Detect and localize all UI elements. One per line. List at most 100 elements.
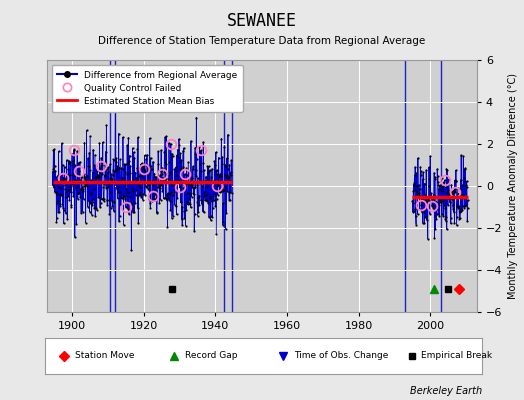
- Point: [443, 190, 452, 196]
- Point: [90, 205, 99, 211]
- Point: [135, 167, 143, 173]
- Point: [196, 177, 205, 184]
- Point: [438, 210, 446, 217]
- Point: [63, 172, 71, 178]
- Point: [451, 177, 459, 184]
- Point: [107, 171, 115, 177]
- Point: [144, 172, 152, 179]
- Point: [180, 180, 189, 186]
- Point: [70, 180, 79, 186]
- Text: Record Gap: Record Gap: [184, 352, 237, 360]
- Point: [71, 162, 79, 168]
- Point: [121, 168, 129, 175]
- Point: [62, 194, 70, 200]
- Point: [224, 131, 232, 138]
- Point: [96, 200, 105, 206]
- Point: [194, 209, 203, 215]
- Point: [458, 207, 466, 213]
- Point: [93, 174, 102, 180]
- Point: [417, 201, 425, 208]
- Point: [115, 165, 124, 171]
- Point: [110, 199, 118, 205]
- Point: [85, 208, 94, 215]
- Point: [78, 184, 86, 190]
- Point: [223, 155, 231, 162]
- Point: [206, 167, 214, 174]
- Point: [202, 184, 211, 190]
- Point: [54, 148, 63, 155]
- Point: [438, 184, 446, 190]
- Point: [194, 175, 202, 181]
- Point: [460, 175, 468, 182]
- Point: [434, 182, 442, 188]
- Point: [54, 209, 62, 215]
- Text: Empirical Break: Empirical Break: [421, 352, 492, 360]
- Point: [52, 189, 60, 195]
- Point: [77, 173, 85, 179]
- Point: [149, 158, 157, 165]
- Point: [440, 179, 448, 185]
- Point: [127, 198, 135, 205]
- Point: [119, 175, 128, 182]
- Point: [65, 197, 73, 203]
- Point: [175, 142, 183, 148]
- Point: [73, 148, 81, 154]
- Point: [204, 177, 213, 183]
- Point: [75, 177, 84, 183]
- Point: [83, 173, 91, 179]
- Point: [172, 164, 180, 170]
- Point: [438, 184, 446, 190]
- Point: [158, 188, 167, 194]
- Point: [156, 196, 165, 203]
- Point: [170, 166, 179, 172]
- Point: [174, 154, 182, 161]
- Point: [86, 133, 94, 140]
- Point: [209, 180, 217, 187]
- Point: [447, 191, 456, 197]
- Point: [202, 173, 210, 180]
- Point: [58, 179, 67, 186]
- Point: [416, 206, 424, 212]
- Point: [423, 197, 431, 204]
- Point: [148, 178, 157, 184]
- Point: [430, 197, 438, 204]
- Point: [154, 184, 162, 190]
- Point: [148, 193, 157, 200]
- Point: [120, 193, 128, 199]
- Point: [204, 163, 213, 170]
- Point: [101, 173, 109, 180]
- Point: [133, 146, 141, 152]
- Point: [189, 166, 197, 172]
- Point: [131, 169, 139, 176]
- Point: [456, 208, 465, 215]
- Point: [133, 165, 141, 172]
- Point: [62, 157, 71, 163]
- Point: [145, 166, 154, 173]
- Point: [60, 207, 68, 213]
- Point: [455, 208, 464, 214]
- Point: [84, 155, 92, 162]
- Point: [157, 147, 166, 153]
- Point: [423, 236, 432, 242]
- Point: [100, 198, 108, 204]
- Point: [125, 157, 133, 164]
- Point: [122, 186, 130, 192]
- Point: [123, 142, 132, 148]
- Point: [177, 157, 185, 163]
- Point: [51, 168, 59, 174]
- Point: [111, 98, 119, 104]
- Point: [216, 188, 224, 194]
- Point: [131, 200, 139, 206]
- Point: [156, 185, 164, 192]
- Point: [187, 204, 195, 210]
- Point: [223, 172, 231, 178]
- Point: [443, 166, 451, 173]
- Point: [138, 172, 146, 179]
- Point: [444, 202, 452, 208]
- Point: [221, 184, 229, 190]
- Point: [182, 165, 191, 171]
- Point: [217, 173, 225, 179]
- Point: [203, 191, 211, 198]
- Point: [181, 171, 189, 177]
- Point: [105, 180, 113, 187]
